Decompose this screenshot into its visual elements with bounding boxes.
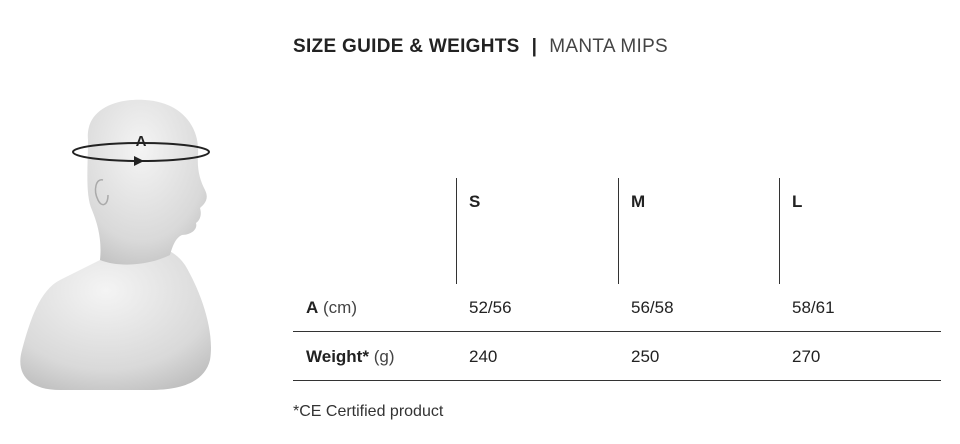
- cell: 56/58: [631, 298, 674, 317]
- cell: 240: [469, 347, 498, 366]
- figure-label: A: [136, 133, 147, 150]
- title-text: SIZE GUIDE & WEIGHTS: [293, 36, 520, 57]
- row-unit: (cm): [323, 298, 357, 317]
- row-label: Weight* (g): [306, 347, 394, 367]
- column-header: S: [469, 192, 481, 211]
- title: SIZE GUIDE & WEIGHTS | MANTA MIPS: [293, 36, 668, 58]
- row-divider: [293, 331, 941, 332]
- row-label-text: A: [306, 298, 319, 317]
- row-unit: (g): [373, 347, 395, 366]
- column-divider: [618, 178, 619, 284]
- cell: 270: [792, 347, 821, 366]
- title-separator: |: [531, 36, 538, 57]
- footnote: *CE Certified product: [293, 403, 444, 420]
- column-divider: [456, 178, 457, 284]
- column-header: M: [631, 192, 646, 211]
- row-divider: [293, 380, 941, 381]
- column-divider: [779, 178, 780, 284]
- subtitle: MANTA MIPS: [549, 36, 669, 57]
- column-header: L: [792, 192, 803, 211]
- head-illustration: A: [20, 99, 211, 390]
- row-label: A (cm): [306, 298, 357, 318]
- row-label-text: Weight*: [306, 347, 369, 366]
- cell: 58/61: [792, 298, 835, 317]
- cell: 250: [631, 347, 660, 366]
- cell: 52/56: [469, 298, 512, 317]
